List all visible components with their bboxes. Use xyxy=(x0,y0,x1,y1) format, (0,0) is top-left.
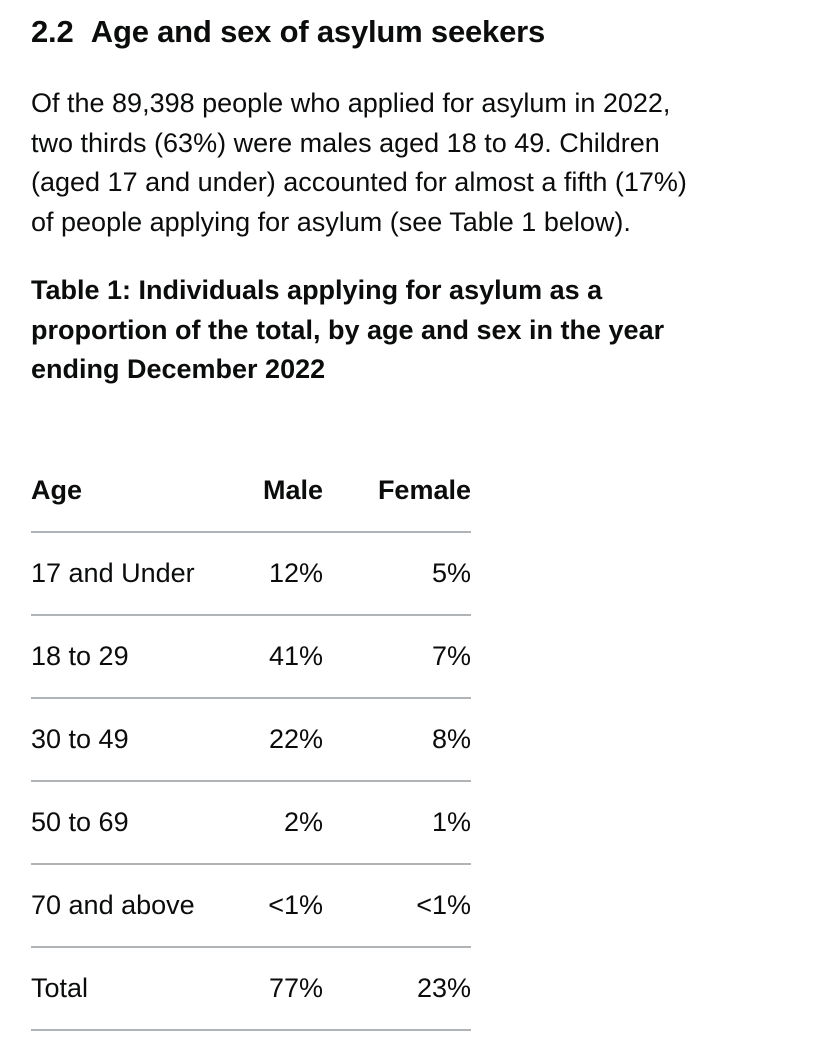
section-title: Age and sex of asylum seekers xyxy=(90,14,546,49)
cell-male: 22% xyxy=(241,698,323,782)
cell-male: 77% xyxy=(241,947,323,1031)
cell-age: 50 to 69 xyxy=(31,781,241,865)
section-heading: 2.2 Age and sex of asylum seekers xyxy=(31,10,545,54)
cell-female: 8% xyxy=(323,698,471,782)
table-caption: Table 1: Individuals applying for asylum… xyxy=(31,271,801,390)
intro-line: two thirds (63%) were males aged 18 to 4… xyxy=(31,127,660,158)
intro-line: of people applying for asylum (see Table… xyxy=(31,206,631,237)
cell-age: 18 to 29 xyxy=(31,615,241,699)
cell-male: 2% xyxy=(241,781,323,865)
age-sex-table: Age Male Female 17 and Under 12% 5% 18 t… xyxy=(31,450,471,1031)
cell-female: 7% xyxy=(323,615,471,699)
cell-female: <1% xyxy=(323,864,471,948)
intro-paragraph: Of the 89,398 people who applied for asy… xyxy=(31,84,801,242)
cell-age: Total xyxy=(31,947,241,1031)
caption-line: Table 1: Individuals applying for asylum… xyxy=(31,275,603,305)
table-row: 50 to 69 2% 1% xyxy=(31,781,471,865)
caption-line: proportion of the total, by age and sex … xyxy=(31,314,665,345)
table-row: 18 to 29 41% 7% xyxy=(31,615,471,699)
table-row: 30 to 49 22% 8% xyxy=(31,698,471,782)
cell-male: <1% xyxy=(241,864,323,948)
intro-line: Of the 89,398 people who applied for asy… xyxy=(31,88,671,118)
table-header-row: Age Male Female xyxy=(31,450,471,533)
section-number: 2.2 xyxy=(31,14,74,49)
table-row: 17 and Under 12% 5% xyxy=(31,532,471,616)
cell-male: 41% xyxy=(241,615,323,699)
table-row-total: Total 77% 23% xyxy=(31,947,471,1031)
cell-female: 5% xyxy=(323,532,471,616)
cell-age: 70 and above xyxy=(31,864,241,948)
header-age: Age xyxy=(31,450,241,533)
cell-female: 23% xyxy=(323,947,471,1031)
header-female: Female xyxy=(323,450,471,533)
cell-female: 1% xyxy=(323,781,471,865)
cell-age: 30 to 49 xyxy=(31,698,241,782)
caption-line: ending December 2022 xyxy=(31,354,326,384)
intro-line: (aged 17 and under) accounted for almost… xyxy=(31,167,687,197)
header-male: Male xyxy=(241,450,323,533)
cell-age: 17 and Under xyxy=(31,532,241,616)
table-row: 70 and above <1% <1% xyxy=(31,864,471,948)
cell-male: 12% xyxy=(241,532,323,616)
